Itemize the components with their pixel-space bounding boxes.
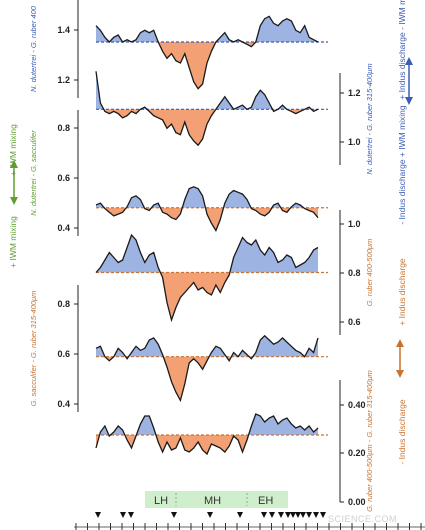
stage-eh-label: EH	[258, 495, 273, 507]
tick-label: 0.6	[57, 173, 70, 183]
series-line	[95, 71, 319, 147]
left-axis-5: 0.8 0.6 0.4 G. sacculifer - G. ruber 315-40…	[29, 285, 79, 412]
sample-marker-icon	[320, 512, 326, 518]
series-line	[95, 186, 319, 232]
stage-lh-label: LH	[154, 495, 168, 507]
axis-title: N. dutertrei - G. sacculifer	[29, 130, 38, 216]
tick-label: 0.8	[57, 123, 70, 133]
sample-marker-icon	[128, 512, 134, 518]
axis-title: G. ruber 400-500μm - G. ruber 315-400μm	[365, 370, 374, 512]
stage-band-background	[145, 491, 288, 508]
sample-marker-icon	[237, 512, 243, 518]
tick-label: 1.0	[348, 137, 361, 147]
sample-marker-icon	[269, 512, 275, 518]
right-top-plus-label: + Indus discharge - IWM mixing	[397, 0, 407, 100]
area-above-baseline	[96, 186, 318, 208]
tick-label: 0.6	[348, 317, 361, 327]
panel-2	[95, 71, 328, 147]
left-iwm-minus-label: + IWM mixing	[8, 216, 18, 268]
area-below-baseline	[96, 42, 318, 89]
left-axis-3: 0.8 0.6 0.4 N. dutertrei - G. sacculifer	[29, 110, 79, 236]
sample-marker-icon	[295, 512, 301, 518]
sample-marker-icon	[278, 512, 284, 518]
series-line	[95, 334, 319, 403]
right-top-arrow-down-icon	[405, 97, 413, 105]
watermark: SCIENCE.COM	[328, 514, 397, 524]
right-axis-6: 0.40 0.20 0.00 G. ruber 400-500μm - G. rube…	[339, 370, 374, 512]
left-axes: 1.41.2N. dutertrei - G. ruber 4000.80.60…	[29, 0, 79, 412]
sample-marker-icon	[261, 512, 267, 518]
bottom-axis-ticks	[74, 512, 425, 530]
tick-label: 1.4	[57, 25, 70, 35]
sample-marker-icon	[300, 512, 306, 518]
sample-marker-icon	[120, 512, 126, 518]
tick-label: 0.20	[348, 448, 366, 458]
tick-label: 0.00	[348, 497, 366, 507]
right-bottom-minus-label: - Indus discharge	[397, 399, 407, 464]
right-axes: 1.21.0 N. dutertrei - G. ruber 315-400μm1…	[339, 63, 374, 512]
area-above-baseline	[96, 235, 318, 273]
panel-3	[95, 186, 328, 232]
sample-marker-icon	[171, 512, 177, 518]
left-iwm-annotation: + IWM mixing + IWM mixing	[8, 124, 18, 268]
tick-label: 1.2	[348, 88, 361, 98]
series-line	[95, 413, 319, 456]
left-iwm-arrow-up-icon	[10, 160, 18, 168]
panel-5	[95, 334, 328, 403]
right-top-arrow-up-icon	[405, 57, 413, 65]
left-iwm-arrow-down-icon	[10, 197, 18, 205]
area-below-baseline	[104, 207, 318, 231]
panel-1	[95, 15, 328, 90]
area-above-baseline	[96, 335, 318, 357]
axis-title: G. sacculifer - G. ruber 315-400μm	[29, 291, 38, 407]
series-line	[95, 15, 319, 90]
right-top-annotation: + Indus discharge - IWM mixing - Indus d…	[397, 0, 413, 225]
tick-label: 0.6	[57, 349, 70, 359]
left-iwm-label: + IWM mixing	[8, 124, 18, 176]
panel-4	[95, 233, 328, 323]
tick-label: 1.0	[348, 219, 361, 229]
area-below-baseline	[96, 435, 318, 454]
stage-band: LH MH EH	[145, 491, 288, 508]
axis-title: G. ruber 400-500μm	[365, 239, 374, 306]
right-bottom-annotation: + Indus discharge - Indus discharge	[396, 258, 407, 465]
right-axis-4: 1.0 0.8 0.6 G. ruber 400-500μm	[339, 210, 374, 335]
tick-label: 0.4	[57, 223, 70, 233]
sample-marker-icon	[207, 512, 213, 518]
sample-marker-icon	[285, 512, 291, 518]
area-below-baseline	[96, 272, 318, 320]
right-axis-2: 1.2 1.0 N. dutertrei - G. ruber 315-400μm	[339, 63, 374, 175]
tick-label: 0.40	[348, 400, 366, 410]
panel-6	[95, 413, 328, 456]
sample-marker-icon	[95, 512, 101, 518]
sample-marker-icon	[306, 512, 312, 518]
left-axis-1: 1.4 1.2 N. dutertrei - G. ruber 400	[29, 0, 79, 98]
series-line	[95, 233, 319, 323]
right-top-minus-label: - Indus discharge + IWM mixing	[397, 105, 407, 225]
right-bottom-plus-label: + Indus discharge	[397, 258, 407, 326]
axis-title: N. dutertrei - G. ruber 315-400μm	[365, 63, 374, 174]
tick-label: 1.2	[57, 75, 70, 85]
sample-marker-icon	[290, 512, 296, 518]
stage-mh-label: MH	[204, 495, 221, 507]
sample-marker-icon	[313, 512, 319, 518]
axis-title: N. dutertrei - G. ruber 400	[29, 5, 38, 92]
tick-label: 0.8	[57, 299, 70, 309]
right-bottom-arrow-up-icon	[396, 339, 404, 347]
tick-label: 0.8	[348, 268, 361, 278]
right-bottom-arrow-down-icon	[396, 370, 404, 378]
tick-label: 0.4	[57, 399, 70, 409]
chart-panels	[95, 15, 328, 456]
area-above-baseline	[96, 71, 318, 110]
